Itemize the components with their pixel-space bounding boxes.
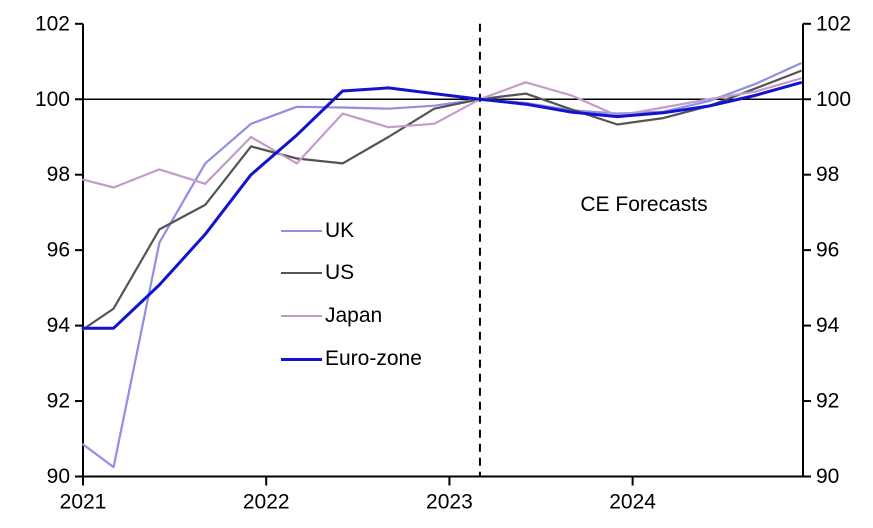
y-tick-label-left: 98: [47, 163, 70, 186]
y-tick-label-right: 92: [816, 390, 839, 413]
legend-item-uk: UK: [281, 220, 354, 242]
y-tick-label-right: 102: [816, 12, 851, 35]
legend-label-us: US: [325, 261, 355, 284]
forecast-annotation: CE Forecasts: [580, 193, 708, 216]
series-line-euro-zone: [81, 81, 803, 330]
legend-item-euro-zone: Euro-zone: [281, 348, 422, 370]
series-line-uk: [81, 62, 802, 469]
legend-label-japan: Japan: [325, 304, 383, 327]
x-tick-label: 2021: [60, 491, 107, 514]
y-tick-label-right: 94: [816, 314, 840, 337]
y-tick-label-right: 98: [816, 163, 839, 186]
y-tick-label-right: 100: [816, 88, 851, 111]
legend-swatch-us: [281, 272, 322, 274]
y-tick-label-right: 96: [816, 239, 839, 262]
legend-label-euro-zone: Euro-zone: [325, 347, 422, 370]
y-tick-label-right: 90: [816, 465, 839, 488]
legend-swatch-japan: [281, 315, 322, 317]
legend-swatch-euro-zone: [281, 357, 322, 361]
legend-item-japan: Japan: [281, 305, 382, 327]
legend-item-us: US: [281, 262, 354, 284]
legend-swatch-uk: [281, 230, 322, 232]
y-tick-label-left: 96: [47, 239, 70, 262]
y-tick-label-left: 94: [47, 314, 71, 337]
legend-label-uk: UK: [325, 219, 355, 242]
series-line-japan: [81, 77, 802, 189]
x-tick-label: 2024: [609, 491, 656, 514]
series-line-us: [81, 69, 802, 331]
y-tick-label-left: 102: [35, 12, 70, 35]
x-tick-label: 2022: [243, 491, 290, 514]
y-tick-label-left: 100: [35, 88, 70, 111]
x-tick-label: 2023: [426, 491, 473, 514]
y-tick-label-left: 92: [47, 390, 70, 413]
y-tick-label-left: 90: [47, 465, 70, 488]
